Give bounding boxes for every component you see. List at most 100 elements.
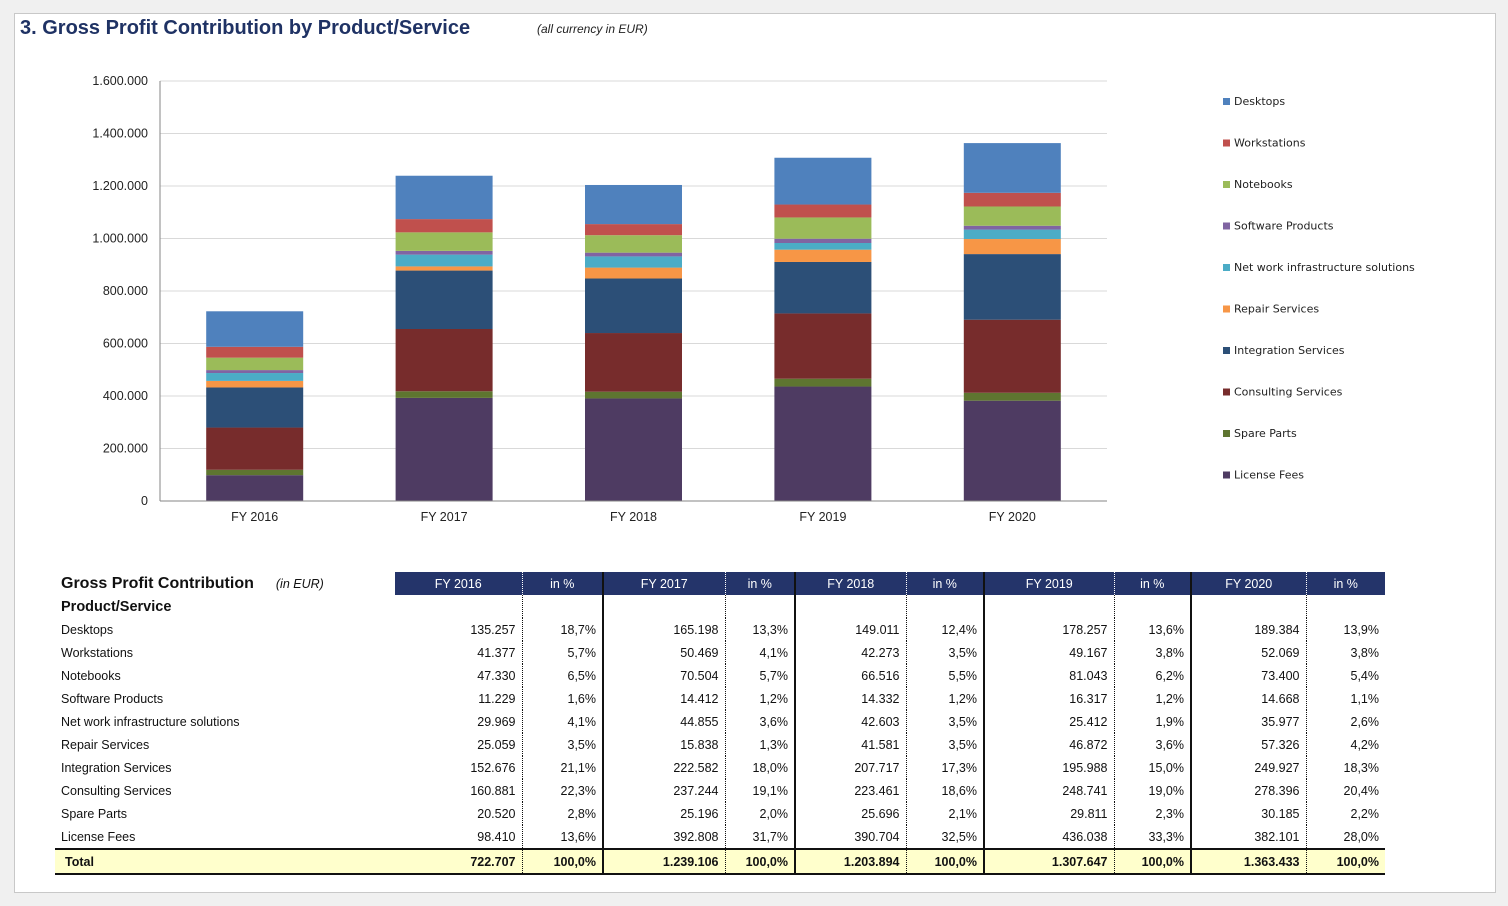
bar-segment [585,398,682,501]
value-cell: 20.520 [395,802,523,825]
table-subheader-row: Product/Service [55,595,1385,618]
column-header-year: FY 2018 [795,572,907,595]
legend-label: Integration Services [1234,344,1345,357]
percent-cell: 21,1% [522,756,604,779]
value-cell: 195.988 [984,756,1115,779]
value-cell: 237.244 [603,779,726,802]
bar-segment [774,249,872,262]
value-cell: 165.198 [603,618,726,641]
column-header-year: FY 2017 [603,572,726,595]
y-tick-label: 400.000 [103,389,148,403]
value-cell: 30.185 [1191,802,1307,825]
row-label: License Fees [61,829,136,844]
value-cell: 41.377 [395,641,523,664]
percent-cell: 19,0% [1114,779,1192,802]
legend-label: Workstations [1234,137,1306,150]
row-label: Net work infrastructure solutions [61,714,240,729]
bar-segment [774,217,872,239]
currency-note: (all currency in EUR) [537,22,648,36]
value-cell: 42.603 [795,710,907,733]
total-label: Total [55,848,395,875]
value-cell: 66.516 [795,664,907,687]
value-cell: 73.400 [1191,664,1307,687]
bar-segment [963,192,1061,207]
bar-segment [774,238,872,243]
bar-segment [395,232,493,251]
blank-cell [906,595,985,618]
blank-cell [1114,595,1192,618]
legend-label: Notebooks [1234,178,1293,191]
legend-item: Spare Parts [1223,427,1297,440]
row-label: Integration Services [61,760,172,775]
bar-segment [585,391,682,399]
axes: 0 200.000 400.000 600.000 800.000 1.000.000 1.… [92,74,1107,524]
value-cell: 160.881 [395,779,523,802]
bar-segment [774,386,872,501]
value-cell: 29.969 [395,710,523,733]
value-cell: 436.038 [984,825,1115,849]
value-cell: 189.384 [1191,618,1307,641]
total-row: Total 722.707 100,0% 1.239.106 100,0% 1.203.8… [55,848,1385,875]
row-label: Software Products [61,691,164,706]
bar-segment [585,278,682,334]
bar-segment [206,380,304,388]
bar-segment [585,252,682,257]
legend-swatch [1223,98,1230,105]
blank-cell [1306,595,1385,618]
legend-label: Desktops [1234,95,1285,108]
table-title: Gross Profit Contribution (in EUR) [55,572,395,595]
percent-cell: 13,6% [1114,618,1192,641]
percent-cell: 1,2% [906,687,985,710]
bar-segment [774,313,872,379]
table-title-text: Gross Profit Contribution [61,574,254,592]
bar-segment [774,261,872,314]
legend-item: License Fees [1223,469,1304,482]
legend-item: Workstations [1223,137,1306,150]
percent-cell: 5,7% [725,664,796,687]
blank-cell [522,595,604,618]
percent-cell: 28,0% [1343,829,1379,844]
value-cell: 50.469 [603,641,726,664]
bar-segment [963,319,1061,393]
table-row: Workstations 41.377 5,7% 50.469 4,1% 42.273 3,… [55,641,1385,664]
bar-segment [206,373,304,381]
bar-segment [395,391,493,398]
percent-cell: 22,3% [522,779,604,802]
legend-label: Software Products [1234,220,1334,233]
legend-swatch [1223,264,1230,271]
stacked-bar-chart: 0 200.000 400.000 600.000 800.000 1.000.000 1.… [92,74,1415,524]
legend-swatch [1223,222,1230,230]
bar-segment [963,400,1061,501]
percent-cell: 1,9% [1114,710,1192,733]
percent-cell: 17,3% [906,756,985,779]
value-cell: 29.811 [984,802,1115,825]
value-cell: 178.257 [984,618,1115,641]
percent-cell: 1,6% [522,687,604,710]
percent-cell: 1,3% [725,733,796,756]
bars [206,143,1061,501]
value-cell: 98.410 [395,825,523,849]
bar-segment [395,270,493,329]
value-cell: 1.203.894 [795,848,907,875]
value-cell: 35.977 [1191,710,1307,733]
value-cell: 16.317 [984,687,1115,710]
legend-item: Notebooks [1223,178,1293,191]
legend-label: Net work infrastructure solutions [1234,261,1415,274]
percent-cell: 13,6% [522,825,604,849]
bar-segment [963,254,1061,320]
value-cell: 249.927 [1191,756,1307,779]
percent-cell: 13,3% [725,618,796,641]
value-cell: 382.101 [1191,825,1307,849]
value-cell: 49.167 [984,641,1115,664]
table-row: Consulting Services 160.881 22,3% 237.244 19… [55,779,1385,802]
legend-swatch [1223,388,1230,396]
percent-cell: 32,5% [906,825,985,849]
value-cell: 15.838 [603,733,726,756]
value-cell: 222.582 [603,756,726,779]
value-cell: 25.059 [395,733,523,756]
table-row: Repair Services 25.059 3,5% 15.838 1,3% 41.58… [55,733,1385,756]
bar-segment [963,392,1061,401]
percent-cell: 4,2% [1350,737,1380,752]
legend-swatch [1223,305,1230,313]
percent-cell: 13,9% [1343,622,1379,637]
